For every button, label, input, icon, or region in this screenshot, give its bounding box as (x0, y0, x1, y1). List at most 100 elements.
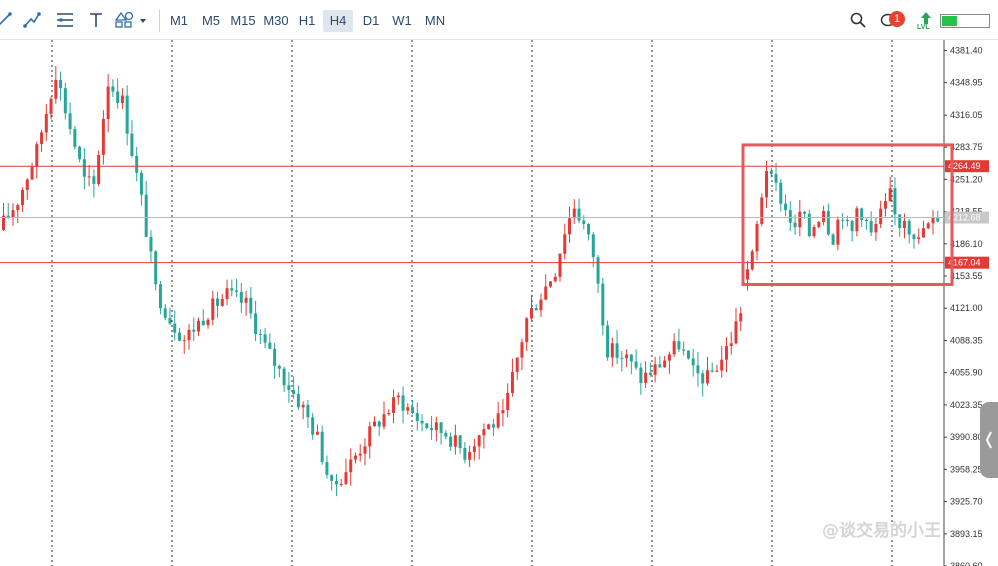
candle-body (239, 291, 243, 303)
candle-body (625, 354, 629, 359)
level-price-tag (945, 160, 989, 173)
candle-body (425, 423, 429, 429)
candle-body (349, 459, 353, 473)
price-axis-label: 4153.55 (950, 271, 983, 281)
level-price-tag (945, 256, 989, 269)
timeframe-w1[interactable]: W1 (392, 13, 412, 28)
timeframe-m1[interactable]: M1 (169, 13, 189, 28)
polyline-tool-icon[interactable] (20, 8, 44, 32)
candle-body (774, 174, 778, 183)
candle-body (268, 342, 272, 349)
price-chart[interactable]: 4381.404348.954316.054283.754251.204218.… (0, 40, 998, 566)
candle-body (902, 220, 906, 228)
candle-body (458, 435, 462, 448)
candle-body (931, 217, 935, 224)
timeframe-h1[interactable]: H1 (298, 13, 316, 28)
candle-body (406, 407, 410, 411)
timeframe-m30[interactable]: M30 (263, 13, 289, 28)
price-axis-label: 4251.20 (950, 174, 983, 184)
candle-body (553, 276, 557, 282)
price-axis-label: 4348.95 (950, 78, 983, 88)
price-axis-label: 4283.75 (950, 142, 983, 152)
level-icon[interactable] (914, 6, 938, 30)
candle-body (534, 308, 538, 311)
candle-body (449, 436, 453, 447)
candle-body (311, 417, 315, 435)
candle-body (177, 332, 181, 341)
candle-body (154, 251, 158, 285)
candle-body (363, 446, 367, 454)
candle-body (629, 354, 633, 362)
candle-body (893, 188, 897, 215)
timeframe-m5[interactable]: M5 (201, 13, 221, 28)
candle-body (197, 320, 201, 332)
candle-body (130, 133, 134, 156)
candle-body (249, 297, 253, 314)
candle-body (334, 480, 338, 485)
candle-body (472, 446, 476, 453)
candle-body (501, 410, 505, 414)
candle-body (63, 88, 67, 114)
candle-body (610, 343, 614, 358)
candle-body (615, 343, 619, 358)
candle-body (468, 452, 472, 460)
candle-body (812, 226, 816, 237)
candle-body (888, 188, 892, 202)
timeframe-h4[interactable]: H4 (323, 10, 353, 32)
candle-body (788, 210, 792, 223)
candle-body (529, 308, 533, 319)
current-price-label: 4212.68 (948, 212, 981, 222)
price-axis-label: 4381.40 (950, 45, 983, 55)
level-label: LVL (917, 24, 930, 31)
price-axis-label: 3958.25 (950, 464, 983, 474)
candle-body (68, 113, 72, 130)
price-axis-label: 3893.15 (950, 529, 983, 539)
candle-body (49, 98, 53, 114)
candle-body (677, 341, 681, 350)
candle-body (515, 357, 519, 373)
candle-body (116, 91, 120, 103)
candle-body (520, 342, 524, 358)
candle-body (639, 367, 643, 383)
candle-body (59, 79, 63, 89)
timeframe-d1[interactable]: D1 (362, 13, 380, 28)
text-tool-icon[interactable] (84, 8, 108, 32)
candle-body (568, 218, 572, 235)
search-icon[interactable] (846, 8, 870, 32)
candle-body (634, 361, 638, 368)
side-panel-handle[interactable] (980, 402, 998, 478)
candle-body (120, 95, 124, 103)
candle-body (420, 420, 424, 424)
candle-body (548, 281, 552, 287)
candle-body (139, 172, 143, 195)
shapes-tool-icon[interactable] (114, 8, 150, 32)
candle-body (760, 197, 764, 224)
candle-body (879, 208, 883, 225)
candle-body (539, 299, 543, 311)
timeframe-m15[interactable]: M15 (230, 13, 256, 28)
candle-body (691, 358, 695, 366)
candle-body (444, 432, 448, 437)
timeframe-mn[interactable]: MN (424, 13, 446, 28)
chart-toolbar: M1 M5 M15 M30 H1 H4 D1 W1 MN 1 LVL (0, 0, 998, 40)
candle-body (206, 319, 210, 326)
candle-body (292, 390, 296, 395)
candle-body (850, 221, 854, 232)
candle-body (325, 461, 329, 475)
candle-body (734, 321, 738, 344)
line-tool-icon[interactable] (0, 8, 16, 32)
candle-body (644, 372, 648, 383)
level-price-label: 4167.04 (948, 258, 981, 268)
candle-body (715, 370, 719, 372)
price-axis-label: 4023.35 (950, 400, 983, 410)
consolidation-highlight-box (741, 143, 954, 286)
candle-body (755, 223, 759, 252)
channel-tool-icon[interactable] (53, 8, 77, 32)
candle-body (415, 413, 419, 421)
current-price-tag (945, 211, 989, 224)
candle-body (803, 211, 807, 214)
candle-body (860, 208, 864, 220)
candle-body (411, 407, 415, 414)
candle-body (582, 220, 586, 224)
candle-body (845, 219, 849, 222)
